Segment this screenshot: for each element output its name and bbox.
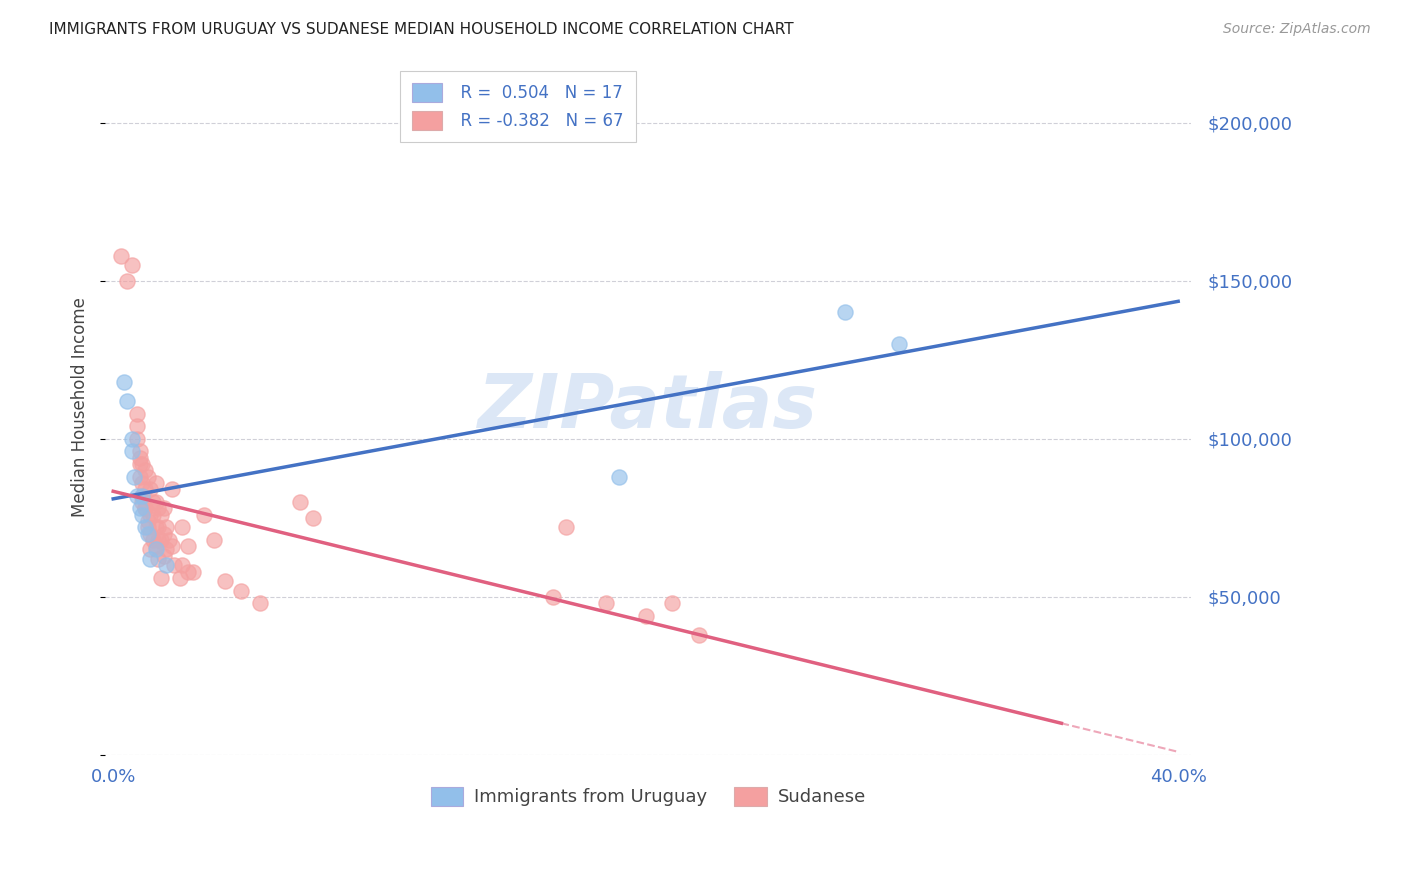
Point	[134, 501, 156, 516]
Point	[142, 533, 165, 547]
Point	[112, 375, 135, 389]
Point	[607, 470, 630, 484]
Y-axis label: Median Household Income: Median Household Income	[72, 297, 89, 517]
Point	[139, 483, 162, 497]
Point	[202, 533, 225, 547]
Point	[128, 444, 150, 458]
Point	[115, 274, 138, 288]
Point	[634, 608, 657, 623]
Point	[134, 483, 156, 497]
Point	[145, 520, 167, 534]
Point	[131, 508, 153, 522]
Point	[155, 520, 177, 534]
Point	[150, 508, 173, 522]
Point	[128, 457, 150, 471]
Point	[834, 305, 856, 319]
Point	[177, 539, 200, 553]
Point	[152, 501, 174, 516]
Point	[172, 558, 194, 573]
Point	[145, 542, 167, 557]
Point	[142, 495, 165, 509]
Point	[155, 558, 177, 573]
Point	[148, 552, 170, 566]
Point	[131, 476, 153, 491]
Point	[288, 495, 311, 509]
Point	[160, 539, 183, 553]
Point	[121, 258, 143, 272]
Point	[150, 533, 173, 547]
Point	[688, 628, 710, 642]
Point	[177, 565, 200, 579]
Point	[160, 483, 183, 497]
Point	[131, 489, 153, 503]
Point	[172, 520, 194, 534]
Point	[139, 542, 162, 557]
Point	[128, 501, 150, 516]
Point	[214, 574, 236, 588]
Point	[115, 393, 138, 408]
Point	[124, 470, 146, 484]
Point	[152, 526, 174, 541]
Point	[229, 583, 252, 598]
Point	[148, 533, 170, 547]
Point	[128, 470, 150, 484]
Point	[145, 476, 167, 491]
Point	[145, 539, 167, 553]
Point	[139, 526, 162, 541]
Point	[136, 520, 159, 534]
Point	[139, 552, 162, 566]
Text: IMMIGRANTS FROM URUGUAY VS SUDANESE MEDIAN HOUSEHOLD INCOME CORRELATION CHART: IMMIGRANTS FROM URUGUAY VS SUDANESE MEDI…	[49, 22, 794, 37]
Point	[131, 489, 153, 503]
Point	[110, 248, 132, 262]
Point	[127, 432, 149, 446]
Point	[595, 596, 617, 610]
Point	[169, 571, 191, 585]
Legend: Immigrants from Uruguay, Sudanese: Immigrants from Uruguay, Sudanese	[422, 778, 875, 815]
Point	[661, 596, 683, 610]
Point	[136, 526, 159, 541]
Point	[121, 432, 143, 446]
Point	[127, 419, 149, 434]
Point	[150, 571, 173, 585]
Point	[181, 565, 204, 579]
Point	[121, 444, 143, 458]
Point	[887, 337, 910, 351]
Point	[136, 470, 159, 484]
Point	[152, 549, 174, 563]
Point	[249, 596, 271, 610]
Point	[136, 514, 159, 528]
Point	[131, 495, 153, 509]
Point	[139, 508, 162, 522]
Point	[127, 489, 149, 503]
Point	[193, 508, 215, 522]
Point	[554, 520, 576, 534]
Point	[145, 495, 167, 509]
Point	[142, 508, 165, 522]
Point	[134, 463, 156, 477]
Point	[541, 590, 564, 604]
Point	[134, 520, 156, 534]
Point	[163, 558, 186, 573]
Text: ZIPatlas: ZIPatlas	[478, 371, 818, 443]
Point	[155, 542, 177, 557]
Point	[302, 511, 325, 525]
Point	[148, 501, 170, 516]
Point	[148, 520, 170, 534]
Text: Source: ZipAtlas.com: Source: ZipAtlas.com	[1223, 22, 1371, 37]
Point	[157, 533, 180, 547]
Point	[127, 407, 149, 421]
Point	[134, 501, 156, 516]
Point	[131, 457, 153, 471]
Point	[128, 450, 150, 465]
